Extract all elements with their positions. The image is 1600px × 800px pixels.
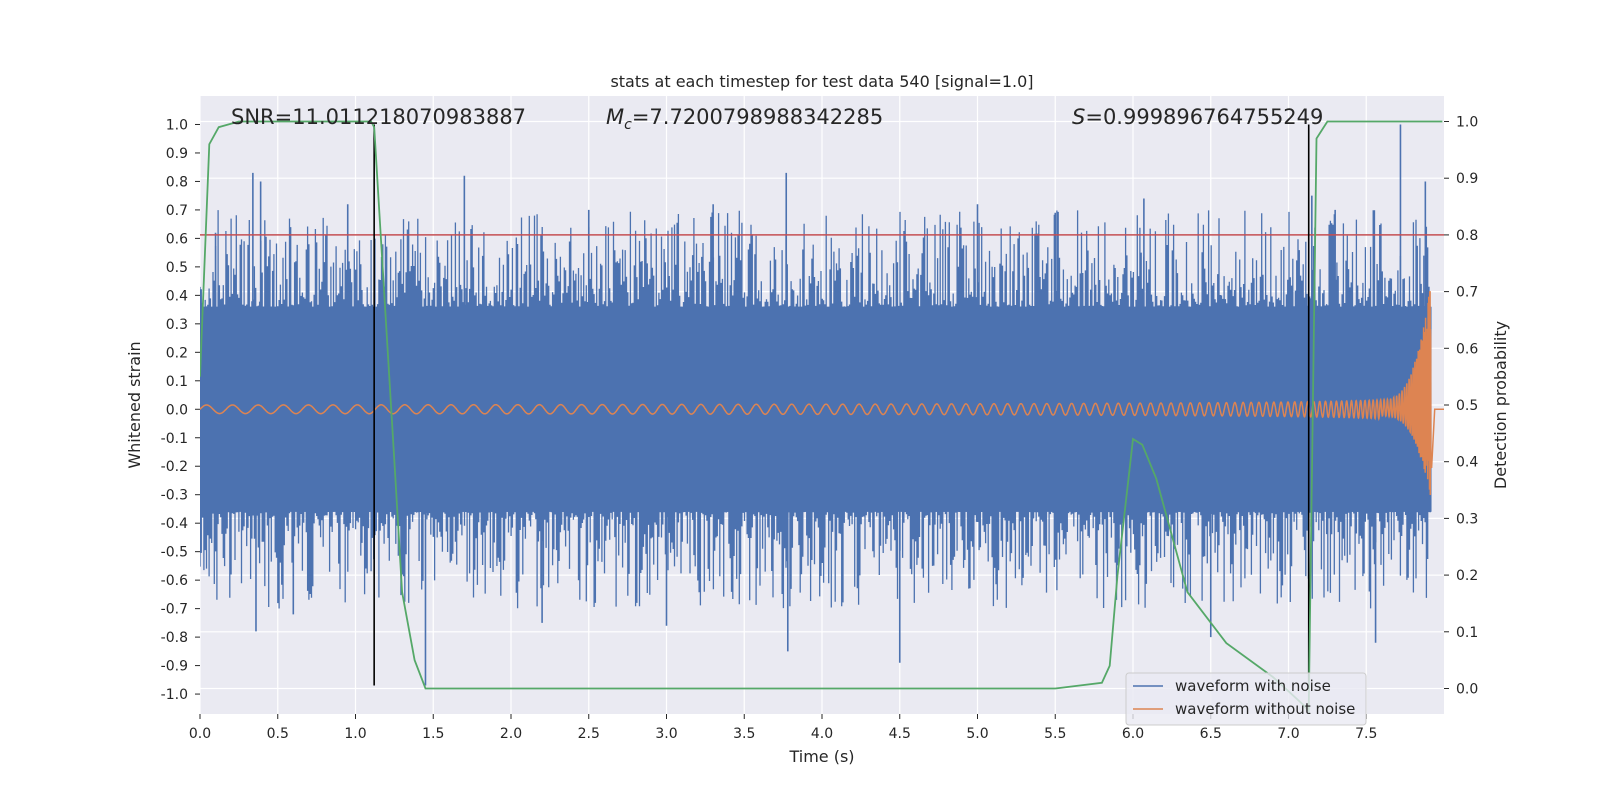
legend-label-noise: waveform with noise (1175, 677, 1331, 695)
chirp-mass-symbol: M (606, 105, 624, 129)
plot-area (200, 120, 1444, 714)
x-tick-label: 6.0 (1122, 726, 1144, 742)
y-tick-label: 0.3 (166, 317, 188, 333)
y-tick-label: -0.8 (161, 630, 188, 646)
x-tick-label: 4.0 (811, 726, 833, 742)
x-tick-label: 6.5 (1200, 726, 1222, 742)
x-tick-label: 2.5 (578, 726, 600, 742)
y-tick-label: -0.7 (161, 602, 188, 618)
legend: waveform with noise waveform without noi… (1125, 672, 1367, 726)
y-tick-label: 0.8 (166, 174, 188, 190)
y-axis-label: Whitened strain (125, 341, 144, 468)
legend-label-clean: waveform without noise (1175, 700, 1355, 718)
y-tick-label: 0.7 (166, 203, 188, 219)
y-tick-label: -0.9 (161, 659, 188, 675)
chirp-mass-value: =7.7200798988342285 (632, 105, 883, 129)
x-tick-label: 3.5 (733, 726, 755, 742)
chirp-waveform (200, 291, 1444, 496)
x-tick-label: 1.5 (422, 726, 444, 742)
x-tick-label: 4.5 (889, 726, 911, 742)
x-tick-label: 7.5 (1355, 726, 1377, 742)
y-tick-label: 0.9 (166, 146, 188, 162)
y-tick-label: -0.5 (161, 545, 188, 561)
x-tick-label: 0.0 (189, 726, 211, 742)
x-tick-label: 5.0 (966, 726, 988, 742)
x-tick-label: 3.0 (655, 726, 677, 742)
chart-title: stats at each timestep for test data 540… (610, 72, 1033, 91)
y-tick-label: 0.2 (166, 345, 188, 361)
s-annotation: S=0.999896764755249 (1072, 105, 1323, 129)
y-right-tick-label: 0.5 (1456, 398, 1478, 414)
y-tick-label: 0.5 (166, 260, 188, 276)
chirp-mass-subscript: c (624, 117, 632, 133)
y-tick-label: -0.1 (161, 431, 188, 447)
x-tick-label: 1.0 (344, 726, 366, 742)
y-tick-label: -0.3 (161, 488, 188, 504)
legend-box (1125, 672, 1367, 726)
snr-annotation: SNR=11.011218070983887 (231, 105, 526, 129)
y-tick-label: 0.0 (166, 402, 188, 418)
y-right-tick-label: 0.8 (1456, 228, 1478, 244)
s-symbol: S (1072, 105, 1085, 129)
x-tick-label: 5.5 (1044, 726, 1066, 742)
y-right-tick-label: 0.4 (1456, 455, 1478, 471)
s-value: =0.999896764755249 (1085, 105, 1323, 129)
y-right-tick-label: 0.9 (1456, 171, 1478, 187)
y-right-tick-label: 0.3 (1456, 511, 1478, 527)
y-tick-label: -1.0 (161, 687, 188, 703)
y-right-tick-label: 0.2 (1456, 568, 1478, 584)
y-right-tick-label: 0.0 (1456, 681, 1478, 697)
chirp-mass-annotation: Mc=7.7200798988342285 (606, 105, 883, 133)
x-tick-label: 0.5 (267, 726, 289, 742)
y-tick-label: 0.1 (166, 374, 188, 390)
y-right-tick-label: 1.0 (1456, 115, 1478, 131)
y-right-tick-label: 0.1 (1456, 625, 1478, 641)
x-tick-label: 2.0 (500, 726, 522, 742)
y-tick-label: -0.6 (161, 573, 188, 589)
x-tick-label: 7.0 (1277, 726, 1299, 742)
y-right-tick-label: 0.6 (1456, 341, 1478, 357)
x-axis-label: Time (s) (788, 747, 854, 766)
noise-waveform (200, 210, 1431, 609)
y-right-tick-label: 0.7 (1456, 285, 1478, 301)
y-tick-label: 0.6 (166, 231, 188, 247)
axes: 0.0 0.5 1.0 1.5 2.0 2.5 3.0 3.5 4.0 4.5 5.0 5.5 6.0 6… (161, 115, 1479, 742)
y-tick-label: 1.0 (166, 117, 188, 133)
y-tick-label: -0.4 (161, 516, 188, 532)
y-tick-label: 0.4 (166, 288, 188, 304)
y-tick-label: -0.2 (161, 459, 188, 475)
y-axis-right-label: Detection probability (1491, 321, 1510, 489)
